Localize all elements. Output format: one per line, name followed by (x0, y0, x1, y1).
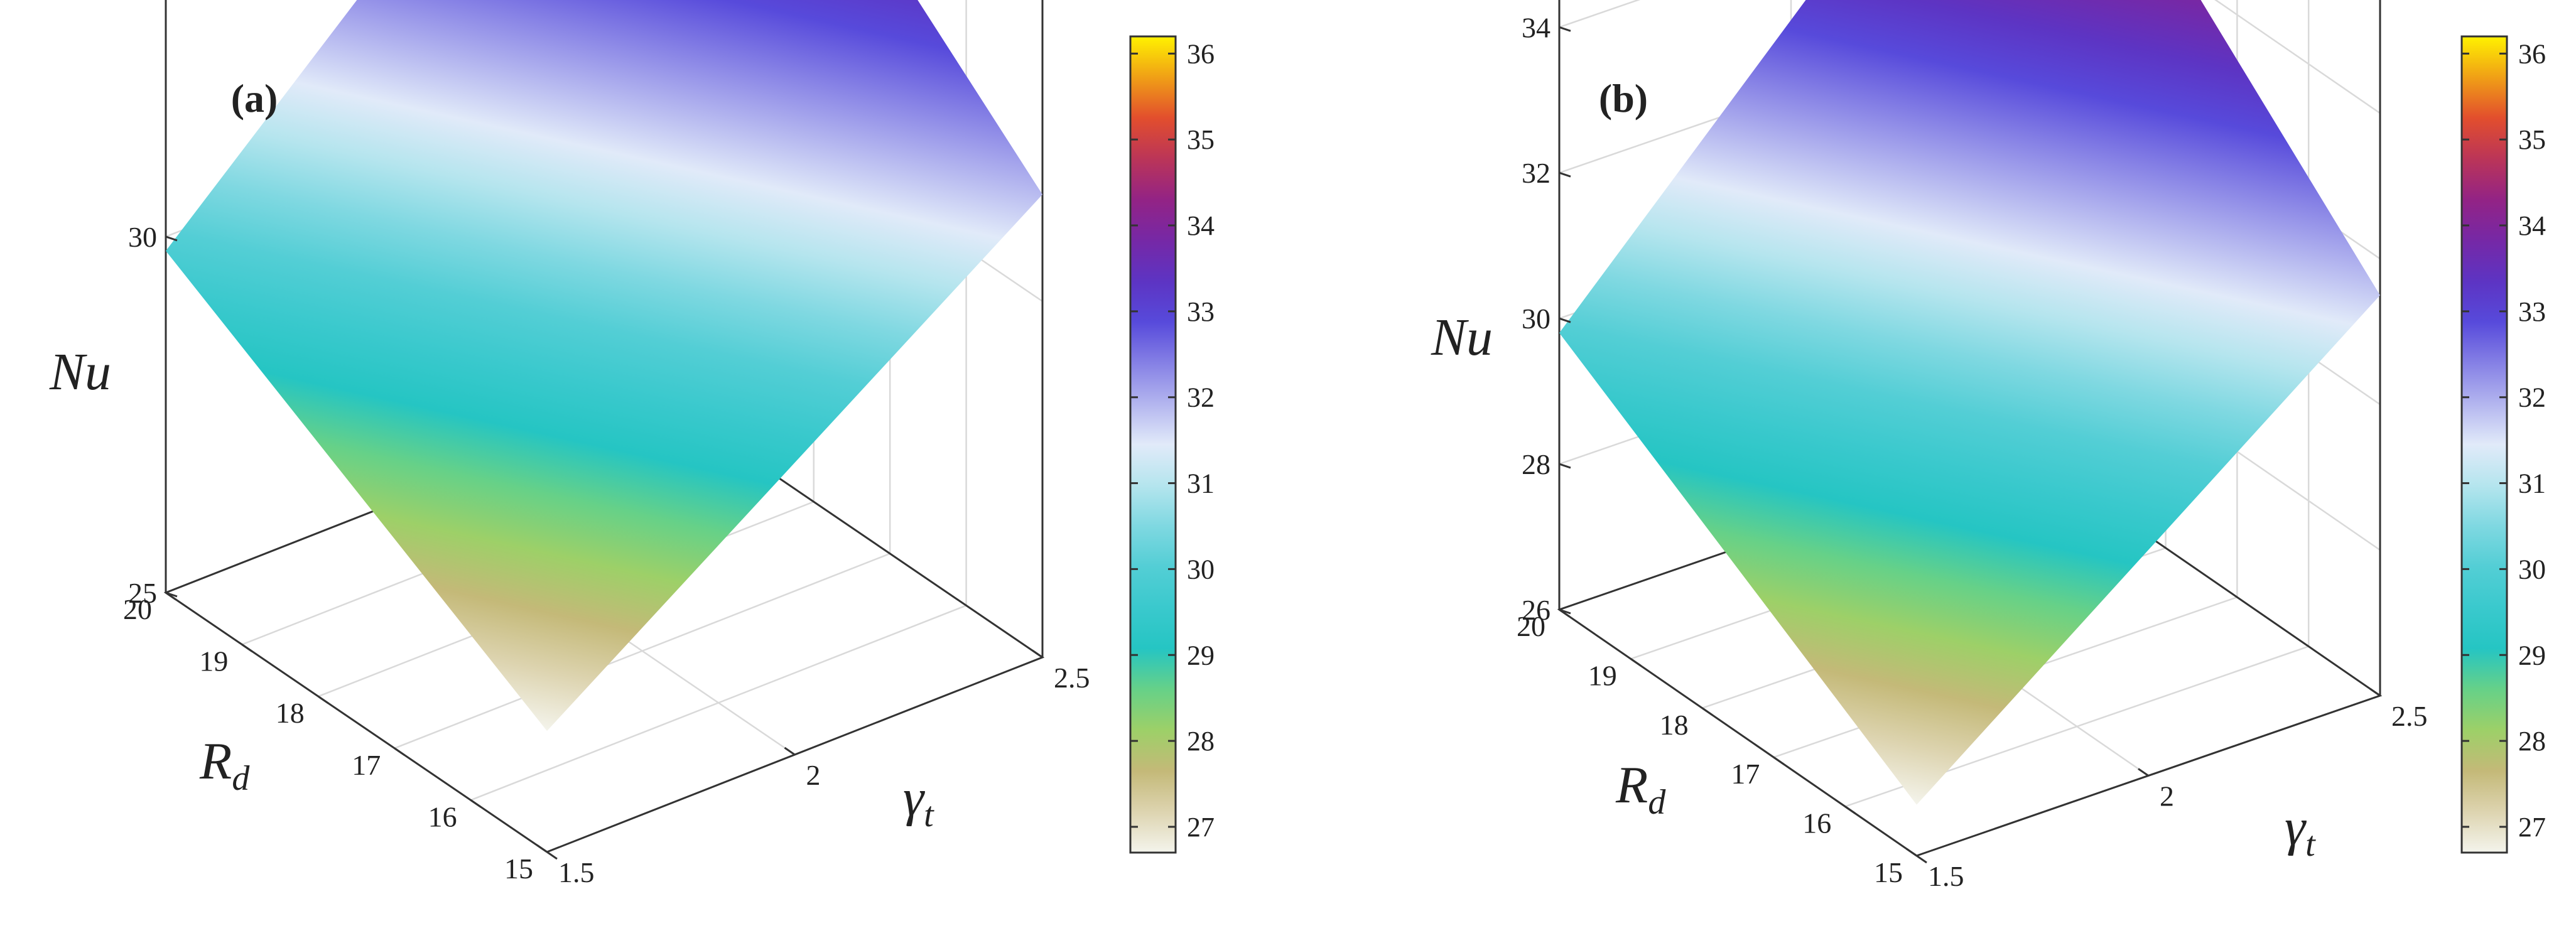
y-axis-ticks: 15 16 17 18 19 20 (1517, 608, 1927, 888)
colorbar-tick-label: 31 (1187, 468, 1215, 499)
y-tick-label: 20 (123, 593, 152, 625)
surface-plane (1559, 0, 2380, 805)
colorbar: 27 28 29 30 31 32 33 34 35 36 (2460, 35, 2546, 854)
y-tick-label: 18 (1660, 709, 1689, 741)
x-axis-ticks: 1.5 2 2.5 (1906, 687, 2428, 892)
y-tick-label: 15 (504, 853, 533, 885)
y-axis-label-sub: d (1648, 783, 1666, 822)
z-tick-label: 32 (1522, 157, 1550, 189)
colorbar-tick-label: 36 (2518, 38, 2546, 69)
x-axis-label: γt (903, 768, 934, 834)
colorbar-tick-label: 30 (2518, 554, 2546, 585)
colorbar-tick-label: 34 (1187, 210, 1215, 241)
x-axis-ticks: 1.5 2 2.5 (536, 649, 1090, 888)
y-tick-label: 17 (1731, 758, 1760, 790)
y-tick-label: 16 (1802, 807, 1831, 839)
y-tick-label: 17 (352, 749, 381, 781)
x-tick-label: 2 (2160, 780, 2174, 812)
x-axis-label: γt (2285, 798, 2316, 864)
panel-label: (a) (231, 76, 278, 121)
colorbar-tick-label: 33 (2518, 296, 2546, 327)
y-tick-label: 19 (199, 645, 228, 677)
x-tick-label: 2.5 (1054, 662, 1090, 694)
colorbar-tick-label: 28 (1187, 726, 1215, 757)
z-tick-label: 30 (128, 221, 157, 253)
z-axis-ticks: 253035 (128, 221, 178, 609)
z-tick-label: 28 (1522, 448, 1550, 480)
z-tick-label: 26 (1522, 594, 1550, 626)
y-tick-label: 20 (1517, 610, 1545, 642)
colorbar: 27 28 29 30 31 32 33 34 35 36 (1129, 35, 1215, 854)
colorbar-tick-label: 32 (1187, 382, 1215, 413)
y-axis-label-sub: d (232, 759, 250, 798)
y-axis-label: Rd (1615, 756, 1666, 822)
colorbar-tick-label: 35 (2518, 124, 2546, 155)
colorbar-tick-label: 27 (1187, 812, 1215, 843)
colorbar-tick-label: 35 (1187, 124, 1215, 155)
y-axis-label-main: R (199, 732, 232, 790)
y-tick-label: 16 (428, 800, 457, 833)
colorbar-tick-label: 27 (2518, 812, 2546, 843)
x-axis-label-main: γ (903, 768, 925, 827)
colorbar-gradient (2460, 35, 2508, 854)
x-tick-label: 2 (806, 759, 821, 791)
x-axis-label-sub: t (2305, 825, 2316, 864)
y-axis-label-main: R (1615, 756, 1648, 814)
colorbar-tick-label: 29 (1187, 640, 1215, 671)
x-axis-label-sub: t (924, 795, 934, 834)
colorbar-tick-label: 28 (2518, 726, 2546, 757)
panel-b: 26 28 30 32 34 36 15 16 17 18 19 20 1.5 2 2.5 (b) Nu Rd γt… (1431, 0, 2546, 892)
colorbar-tick-label: 33 (1187, 296, 1215, 327)
z-axis-label: Nu (1431, 308, 1493, 367)
z-tick-label: 25 (128, 577, 157, 609)
y-tick-label: 19 (1588, 659, 1617, 691)
z-axis-ticks: 262830323436 (1522, 11, 1571, 626)
colorbar-gradient (1129, 35, 1177, 854)
colorbar-tick-label: 30 (1187, 554, 1215, 585)
colorbar-tick-label: 34 (2518, 210, 2546, 241)
colorbar-tick-label: 29 (2518, 640, 2546, 671)
x-tick-label: 1.5 (1928, 860, 1964, 892)
colorbar-tick-label: 32 (2518, 382, 2546, 413)
x-tick-label: 1.5 (558, 856, 595, 888)
z-axis-label: Nu (49, 343, 111, 401)
panel-a: 25 30 35 15 16 17 18 19 20 1.5 2 2.5 (a) Nu Rd γt 27 28 29… (49, 0, 1215, 888)
z-tick-label: 30 (1522, 303, 1550, 335)
x-axis-label-main: γ (2285, 798, 2307, 856)
z-tick-label: 34 (1522, 11, 1550, 43)
y-axis-label: Rd (199, 732, 250, 798)
y-tick-label: 18 (276, 697, 305, 729)
panel-label: (b) (1599, 76, 1648, 121)
y-tick-label: 15 (1874, 856, 1903, 888)
colorbar-tick-label: 31 (2518, 468, 2546, 499)
x-tick-label: 2.5 (2391, 700, 2428, 732)
surface-plane (166, 0, 1042, 731)
y-axis-ticks: 15 16 17 18 19 20 (123, 591, 558, 885)
colorbar-tick-label: 36 (1187, 38, 1215, 69)
